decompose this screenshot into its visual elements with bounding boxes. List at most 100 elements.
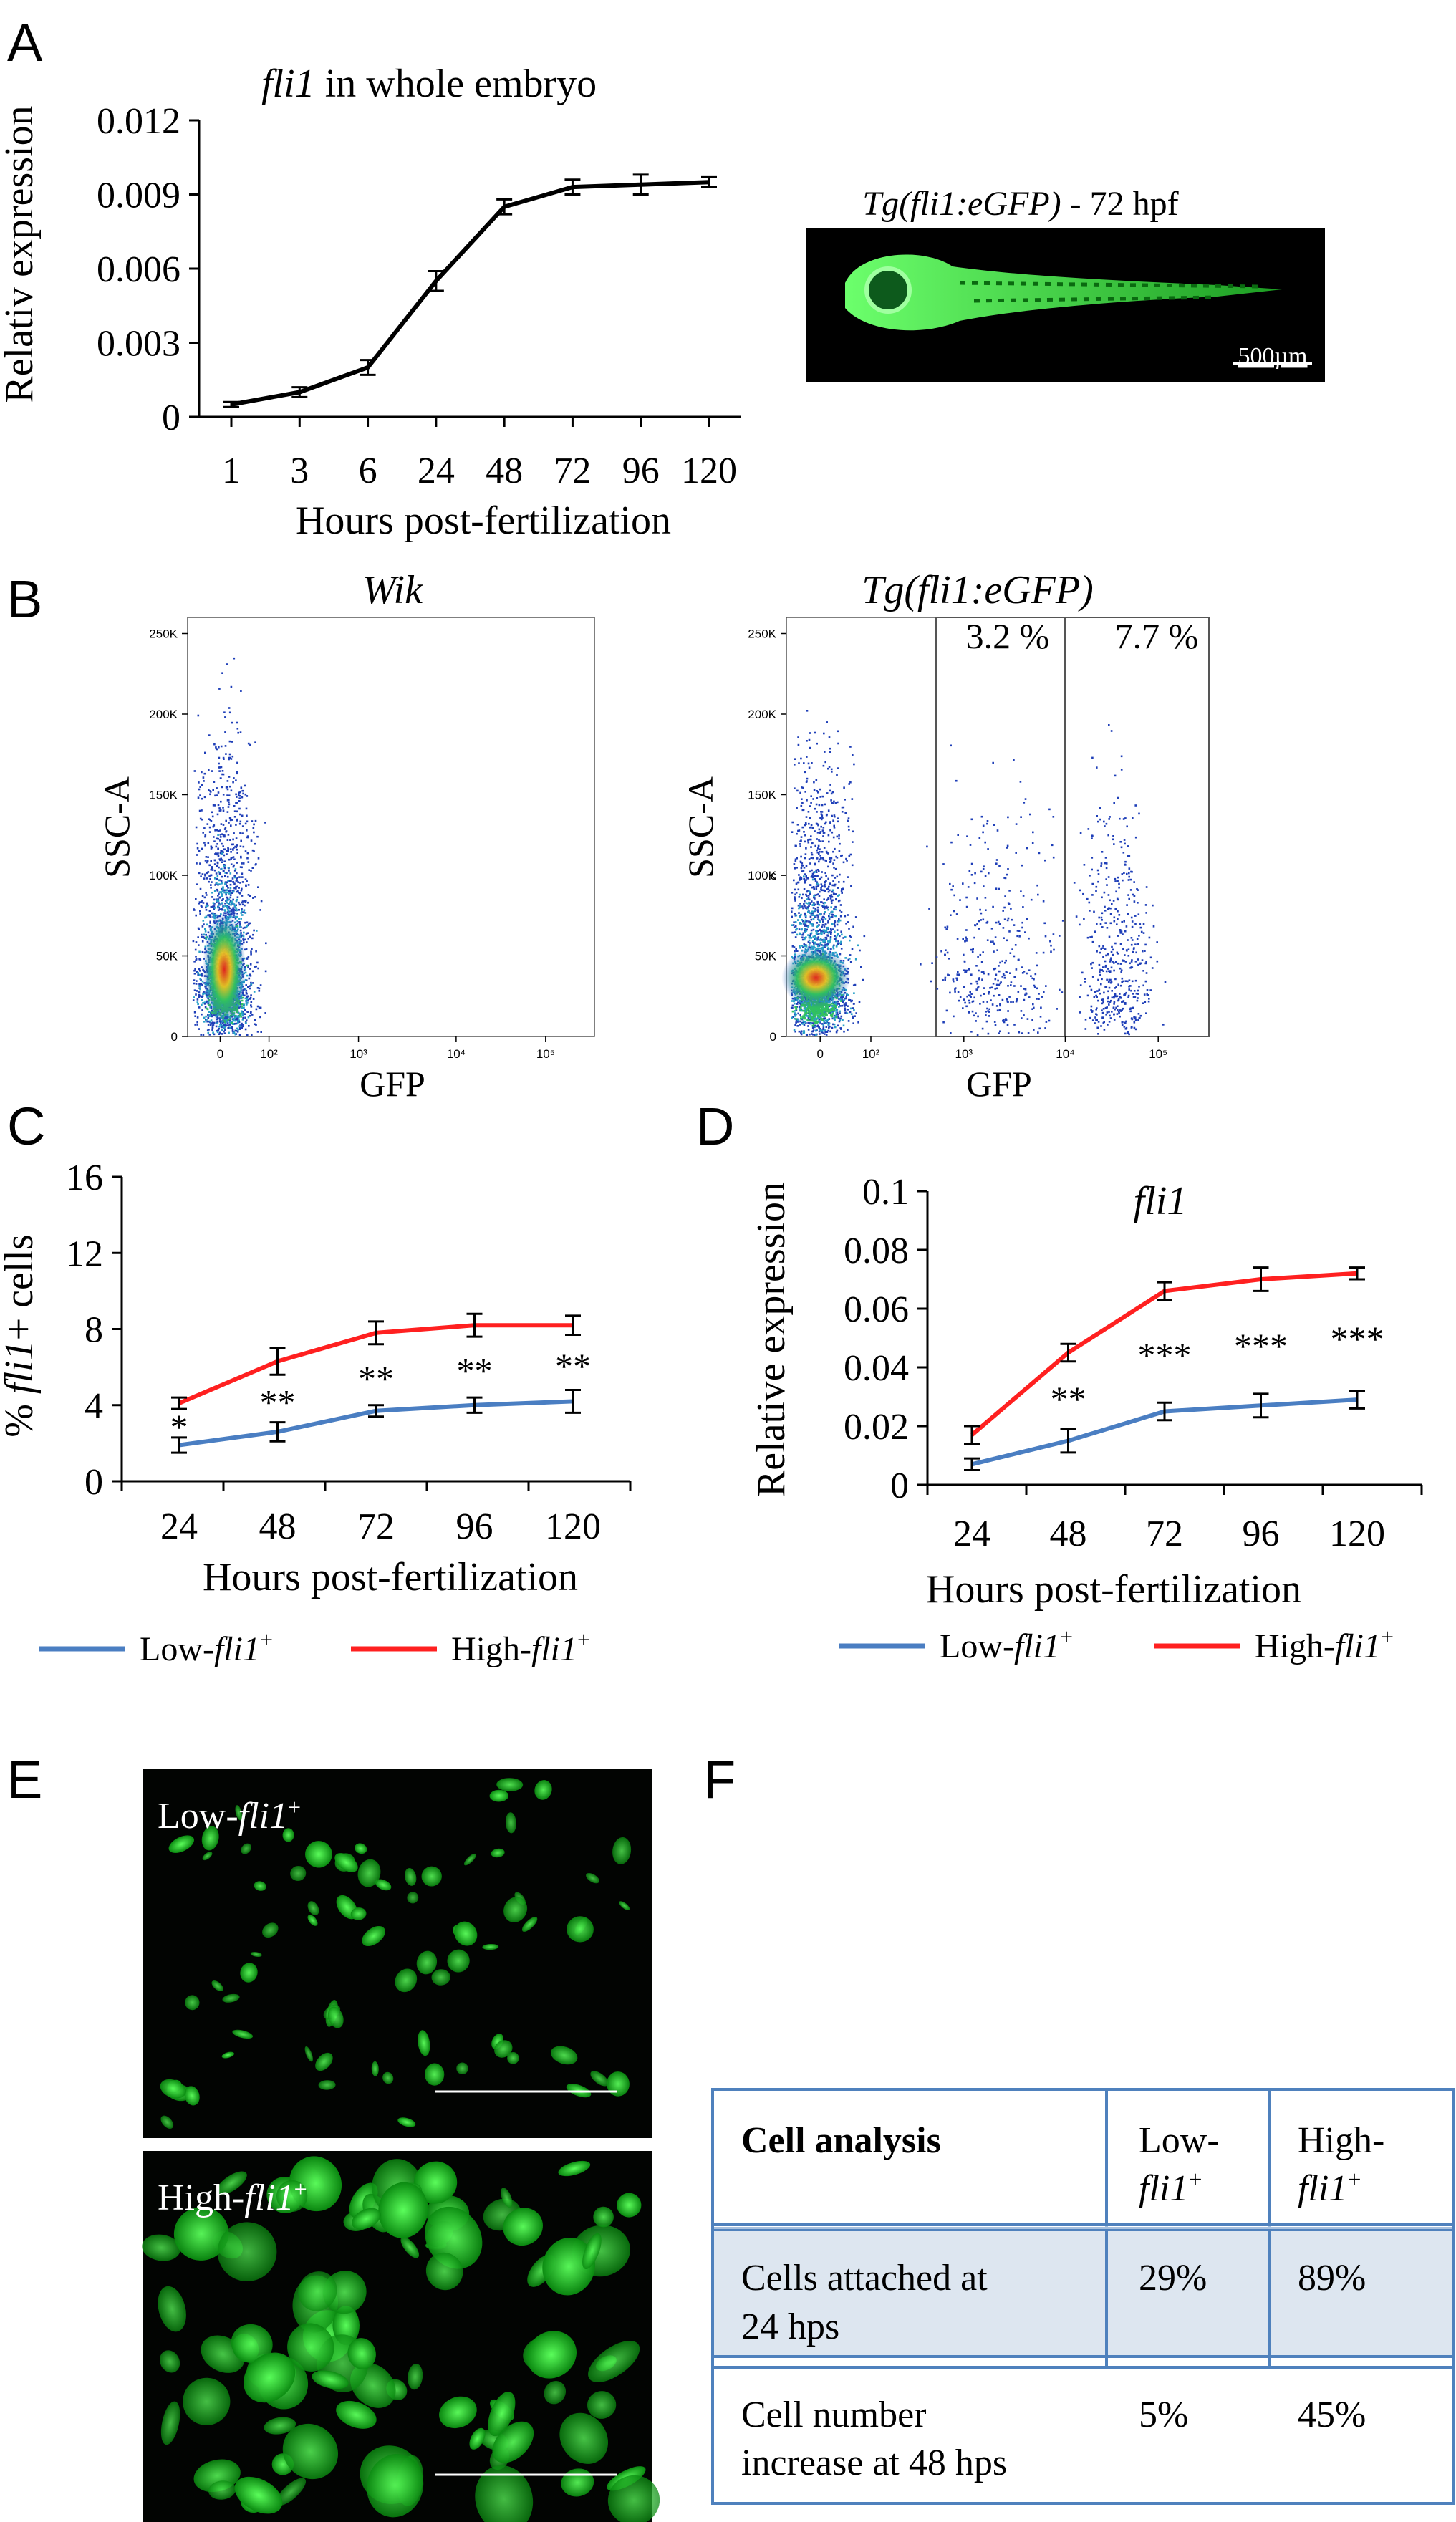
flowB2-event [847,993,849,996]
flowB1-event [228,890,231,892]
flowB2-event [847,958,850,961]
flowB1-event [224,1029,226,1031]
flowB1-event [236,802,238,804]
flowB1-event [203,923,205,925]
flowB1-event [235,900,238,903]
flowB1-event [256,1005,259,1008]
flowB1-event [249,922,251,925]
flowB1-event [196,1024,198,1026]
flowB1-event [205,936,207,939]
flowB1-event [198,996,201,998]
flowB1-event [240,856,242,859]
flowB1-event [213,1033,216,1036]
chartA-ytick-label: 0.003 [97,324,180,365]
flowB2-event [804,822,807,824]
flowB1-event [197,972,199,974]
flowB2-event [824,939,826,941]
flowB1-event [211,1029,213,1031]
flowB1-event [224,889,226,892]
flowB2-event [810,846,812,848]
flowB2-event [823,732,825,735]
flowB2-event [853,763,855,766]
flowB2-event [852,1015,854,1018]
flowB1-event [239,882,241,884]
flowB2-event [811,886,814,889]
flowB2-event [818,944,821,947]
flowB1-event [213,840,216,842]
flowB2-event [821,925,823,928]
fish-image-caption: Tg(fli1:eGFP) - 72 hpf [862,185,1178,223]
flowB2-event [844,1005,846,1007]
flowB1-event [232,849,234,851]
flowB2-event [819,840,821,842]
flowB2-event [803,877,805,880]
flowB1-event [222,898,224,900]
flowB2-event [844,957,847,959]
flowB1-event [244,822,247,825]
flowB1-event [245,1022,247,1024]
flowB1-event [231,843,233,846]
flowB1-event [194,1024,196,1026]
flowB1-event [208,1015,211,1017]
flowB2-event [811,900,813,903]
flowB1-event [196,883,198,885]
flowB1-event [241,1011,244,1013]
flowB2-event [836,857,839,859]
flowB1-event [210,868,213,871]
flowB2-event [830,768,833,771]
flowB1-ytick-label: 250K [149,627,178,641]
flowB1-event [200,875,202,877]
flowB1-event [229,901,231,904]
flowB2-event [829,858,831,860]
flowB1-event [218,756,221,759]
flowB2-event [828,915,830,918]
flowB1-event [246,925,249,928]
flowB1-event [209,1024,212,1026]
flowB1-event [201,818,203,821]
flowB1-event [250,994,252,996]
flowB1-event [246,932,249,934]
flowB1-event [236,818,238,821]
flowB1-event [219,839,221,842]
flowB1-event [246,852,249,855]
flowB1-event [247,742,250,745]
flowB1-event [250,950,252,953]
flowB1-event [241,872,244,875]
flowB2-event [805,893,807,896]
flowB1-event [250,1006,253,1008]
flowB2-event [821,851,824,853]
flowB2-event [821,923,824,926]
flowB1-event [230,851,232,853]
flowB2-event [808,822,810,825]
flowB2-event [842,996,844,998]
flowB1-event [230,863,233,865]
flowB1-xtick-label: 10⁴ [447,1047,466,1061]
flowB1-event [195,956,197,958]
flowB2-event [818,804,821,807]
flowB1-event [212,1024,215,1026]
flowB1-event [229,894,232,896]
flowB1-event [232,907,234,909]
flowB1-event [210,1019,213,1021]
flowB2-event [812,907,815,909]
flowB1-event [198,987,201,989]
flowB2-event [816,797,819,799]
flowB1-event [232,1031,234,1034]
panel-letter-a: A [7,13,43,72]
flowB1-event [231,741,233,743]
flowB2-event [804,913,806,916]
flowB1-event [200,1034,202,1036]
flowB2-event [848,783,850,785]
flowB1-event [241,1026,243,1029]
flowB2-event [817,930,819,933]
flowB2-event [838,1003,840,1005]
flowB1-event [235,1019,237,1021]
flowB2-event [854,1015,856,1017]
flowB1-event [246,901,249,904]
flowB1-event [208,875,211,877]
flowB1-event [223,860,226,862]
flowB2-event [825,937,828,939]
flowB1-event [233,832,235,834]
flowB2-event [821,814,824,817]
flowB1-event [240,1016,242,1018]
